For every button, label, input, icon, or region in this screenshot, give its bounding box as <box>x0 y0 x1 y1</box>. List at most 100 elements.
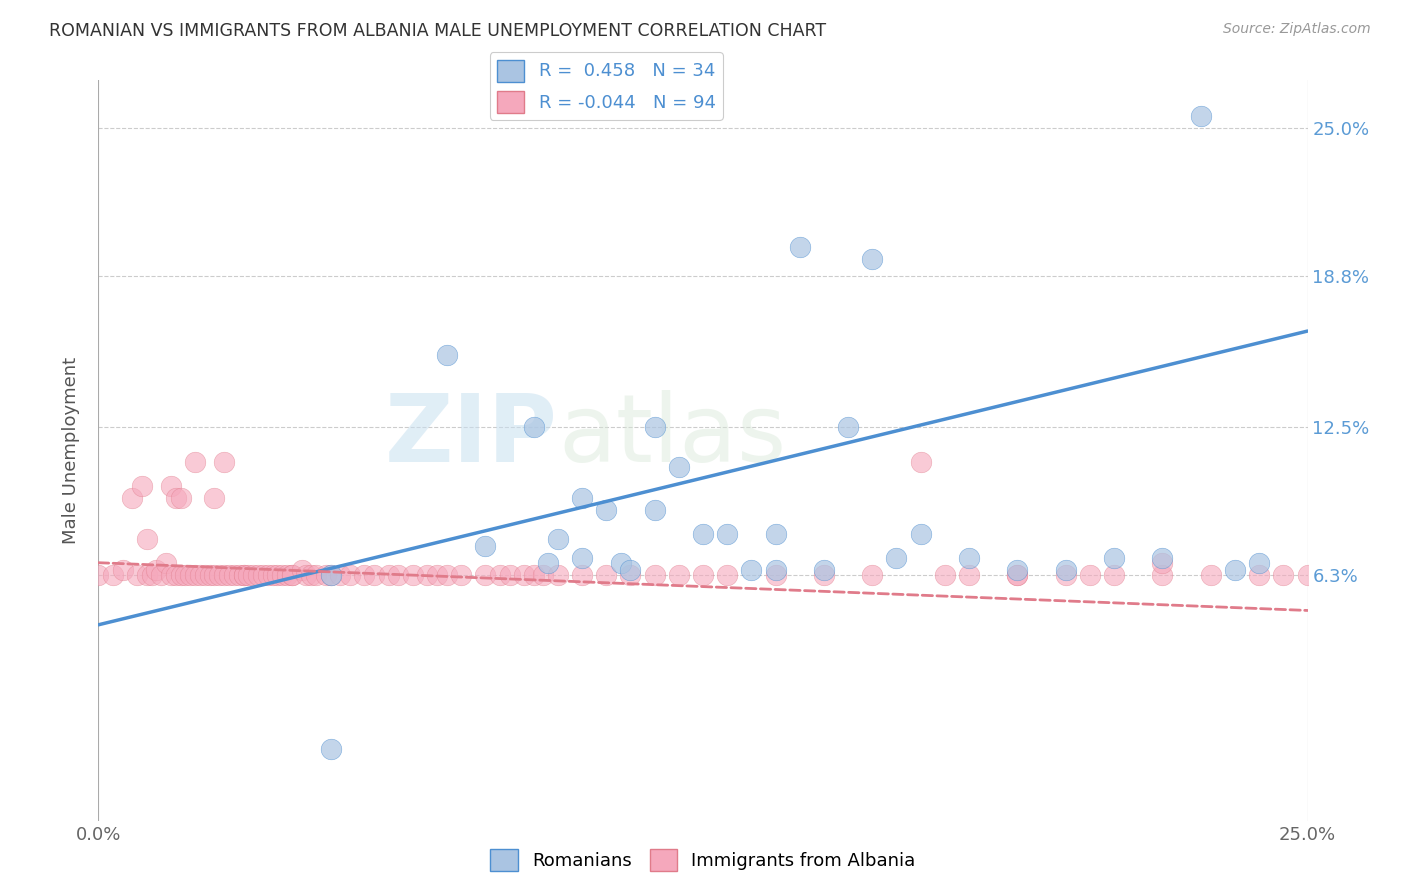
Point <box>256 567 278 582</box>
Legend: Romanians, Immigrants from Albania: Romanians, Immigrants from Albania <box>484 842 922 879</box>
Point <box>644 567 666 582</box>
Point <box>765 567 787 582</box>
Point <box>1189 109 1212 123</box>
Point <box>305 567 328 582</box>
Point <box>765 563 787 577</box>
Point <box>1007 567 1029 582</box>
Point <box>204 491 226 506</box>
Point <box>474 567 496 582</box>
Point <box>247 567 270 582</box>
Point <box>860 567 883 582</box>
Point <box>531 567 554 582</box>
Point <box>222 567 245 582</box>
Point <box>165 491 187 506</box>
Point <box>957 550 980 565</box>
Point <box>339 567 361 582</box>
Point <box>160 479 183 493</box>
Point <box>692 527 714 541</box>
Point <box>910 527 932 541</box>
Point <box>436 567 458 582</box>
Point <box>329 567 352 582</box>
Point <box>1249 556 1271 570</box>
Point <box>252 567 274 582</box>
Point <box>1007 567 1029 582</box>
Point <box>644 503 666 517</box>
Point <box>860 252 883 267</box>
Point <box>111 563 134 577</box>
Point <box>1199 567 1222 582</box>
Point <box>716 527 738 541</box>
Point <box>886 550 908 565</box>
Point <box>1152 567 1174 582</box>
Text: atlas: atlas <box>558 390 786 482</box>
Point <box>319 742 342 756</box>
Point <box>212 567 235 582</box>
Point <box>513 567 536 582</box>
Point <box>363 567 385 582</box>
Point <box>668 460 690 475</box>
Point <box>228 567 250 582</box>
Point <box>740 563 762 577</box>
Point <box>668 567 690 582</box>
Point <box>232 567 254 582</box>
Point <box>1152 550 1174 565</box>
Point <box>238 567 260 582</box>
Point <box>165 567 187 582</box>
Point <box>198 567 221 582</box>
Point <box>266 567 288 582</box>
Point <box>319 567 342 582</box>
Point <box>184 455 207 469</box>
Point <box>1078 567 1101 582</box>
Point <box>141 567 163 582</box>
Point <box>547 567 569 582</box>
Point <box>290 563 312 577</box>
Point <box>436 348 458 362</box>
Point <box>571 550 593 565</box>
Point <box>208 567 231 582</box>
Point <box>402 567 425 582</box>
Point <box>150 567 173 582</box>
Point <box>155 556 177 570</box>
Point <box>262 567 284 582</box>
Point <box>595 503 617 517</box>
Point <box>1152 556 1174 570</box>
Point <box>160 567 183 582</box>
Point <box>131 479 153 493</box>
Point <box>910 455 932 469</box>
Point <box>315 567 337 582</box>
Y-axis label: Male Unemployment: Male Unemployment <box>62 357 80 544</box>
Point <box>145 563 167 577</box>
Point <box>813 567 835 582</box>
Point <box>299 567 322 582</box>
Point <box>1296 567 1319 582</box>
Point <box>1102 550 1125 565</box>
Point <box>387 567 409 582</box>
Point <box>426 567 449 582</box>
Point <box>450 567 472 582</box>
Text: Source: ZipAtlas.com: Source: ZipAtlas.com <box>1223 22 1371 37</box>
Point <box>1102 567 1125 582</box>
Point <box>595 567 617 582</box>
Point <box>194 567 217 582</box>
Point <box>184 567 207 582</box>
Point <box>271 567 294 582</box>
Point <box>547 532 569 546</box>
Text: ROMANIAN VS IMMIGRANTS FROM ALBANIA MALE UNEMPLOYMENT CORRELATION CHART: ROMANIAN VS IMMIGRANTS FROM ALBANIA MALE… <box>49 22 827 40</box>
Point <box>1272 567 1295 582</box>
Point <box>1007 563 1029 577</box>
Point <box>934 567 956 582</box>
Point <box>188 567 211 582</box>
Point <box>644 419 666 434</box>
Point <box>1249 567 1271 582</box>
Point <box>837 419 859 434</box>
Point <box>416 567 439 582</box>
Point <box>1054 563 1077 577</box>
Point <box>571 567 593 582</box>
Point <box>101 567 124 582</box>
Point <box>571 491 593 506</box>
Point <box>789 240 811 254</box>
Point <box>523 567 546 582</box>
Point <box>716 567 738 582</box>
Text: ZIP: ZIP <box>385 390 558 482</box>
Point <box>179 567 201 582</box>
